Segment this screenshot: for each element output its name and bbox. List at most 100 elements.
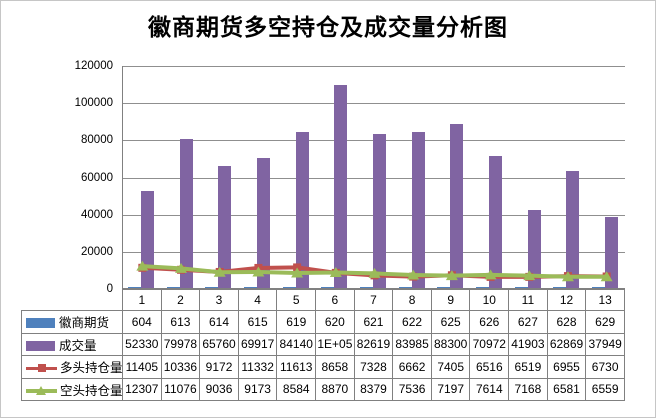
square-line-swatch-icon [26, 362, 57, 374]
value-cell: 615 [237, 310, 278, 334]
value-cell: 12307 [122, 377, 162, 401]
huishang-bar [437, 286, 451, 288]
x-category-cell: 3 [199, 289, 239, 311]
value-cell: 626 [469, 310, 510, 334]
volume-bar [334, 84, 348, 288]
legend-cell: 徽商期货 [21, 310, 123, 334]
triangle-marker-icon [368, 267, 381, 278]
triangle-marker-icon [600, 271, 613, 282]
value-cell: 6516 [469, 355, 510, 379]
series-name-label: 成交量 [59, 338, 97, 353]
triangle-marker-icon [213, 266, 226, 277]
value-cell: 627 [508, 310, 548, 334]
series-name-label: 多头持仓量 [60, 361, 123, 376]
x-category-cell: 12 [546, 289, 587, 311]
x-category-cell: 8 [392, 289, 432, 311]
category-row: 1 2 3 4 5 6 7 8 9 10 11 12 13 [22, 289, 625, 311]
x-category-cell: 1 [122, 289, 162, 311]
gridline [123, 66, 625, 67]
value-cell: 620 [315, 310, 355, 334]
triangle-marker-icon [329, 267, 342, 278]
x-category-cell: 11 [508, 289, 548, 311]
value-cell: 10336 [160, 355, 201, 379]
value-cell: 6730 [585, 355, 625, 379]
y-axis-tick-label: 120000 [74, 60, 113, 72]
value-cell: 6519 [508, 355, 548, 379]
triangle-marker-icon [291, 267, 304, 278]
value-cell: 8379 [353, 377, 394, 401]
huishang-bar [243, 286, 257, 288]
x-category-cell: 7 [353, 289, 394, 311]
huishang-bar [127, 286, 141, 288]
triangle-marker-icon [561, 271, 574, 282]
value-cell: 6559 [585, 377, 625, 401]
square-marker-icon [37, 364, 46, 373]
value-cell: 6662 [392, 355, 432, 379]
x-category-cell: 9 [430, 289, 471, 311]
value-cell: 7536 [392, 377, 432, 401]
legend-cell: 空头持仓量 [21, 377, 123, 401]
value-cell: 1E+05 [315, 332, 355, 356]
value-cell: 628 [546, 310, 587, 334]
value-cell: 625 [430, 310, 471, 334]
huishang-bar [476, 286, 490, 288]
value-cell: 65760 [199, 332, 239, 356]
table-row: 徽商期货 604 613 614 615 619 620 621 622 625 626 627 628… [21, 310, 625, 334]
volume-bar [373, 134, 386, 288]
y-axis-tick-label: 100000 [74, 97, 113, 110]
value-cell: 82619 [353, 332, 394, 356]
value-cell: 88300 [430, 332, 471, 356]
line-series-svg [136, 260, 613, 282]
value-cell: 629 [585, 310, 625, 334]
value-cell: 41903 [508, 332, 548, 356]
square-marker-icon [293, 263, 302, 272]
volume-bar [489, 156, 503, 288]
value-cell: 7168 [508, 377, 548, 401]
value-cell: 8870 [315, 377, 355, 401]
x-category-cell: 10 [469, 289, 510, 311]
volume-bar [256, 158, 270, 288]
triangle-marker-icon [252, 266, 265, 277]
huishang-bar [205, 286, 219, 288]
value-cell: 9172 [199, 355, 239, 379]
triangle-marker-icon [445, 270, 458, 281]
value-cell: 7197 [430, 377, 471, 401]
gridline [123, 103, 625, 105]
legend-cell: 成交量 [21, 332, 123, 356]
huishang-bar [282, 286, 296, 288]
value-cell: 11613 [276, 355, 317, 379]
y-axis-tick-label: 80000 [81, 134, 113, 147]
value-cell: 70972 [469, 332, 510, 356]
triangle-marker-icon [36, 385, 46, 395]
value-cell: 6581 [546, 377, 587, 401]
volume-bar [218, 165, 232, 288]
chart-title: 徽商期货多空持仓及成交量分析图 [148, 15, 508, 40]
y-axis-tick-label: 0 [106, 283, 113, 295]
y-axis-tick-label: 40000 [81, 208, 113, 221]
value-cell: 613 [160, 310, 201, 334]
value-cell: 37949 [585, 332, 625, 356]
value-cell: 604 [122, 310, 162, 334]
value-cell: 9036 [199, 377, 239, 401]
huishang-bar [514, 286, 528, 288]
y-axis-tick-label: 60000 [81, 171, 113, 184]
value-cell: 6955 [546, 355, 587, 379]
legend-cell: 多头持仓量 [21, 355, 123, 379]
value-cell: 7405 [430, 355, 471, 379]
value-cell: 11076 [160, 377, 201, 401]
x-category-cell: 6 [315, 289, 355, 311]
value-cell: 7614 [469, 377, 510, 401]
volume-swatch-icon [26, 340, 55, 351]
x-category-cell: 4 [237, 289, 278, 311]
value-cell: 619 [276, 310, 317, 334]
value-cell: 7328 [353, 355, 394, 379]
triangle-marker-icon [523, 270, 536, 281]
huishang-bar [398, 286, 412, 288]
table-row: 成交量 52330 79978 65760 69917 84140 1E+05 82619 83… [21, 332, 625, 356]
value-cell: 69917 [237, 332, 278, 356]
y-axis-tick-label: 20000 [81, 245, 113, 258]
volume-bar [411, 131, 425, 288]
value-cell: 11405 [122, 355, 162, 379]
volume-bar [605, 217, 619, 288]
